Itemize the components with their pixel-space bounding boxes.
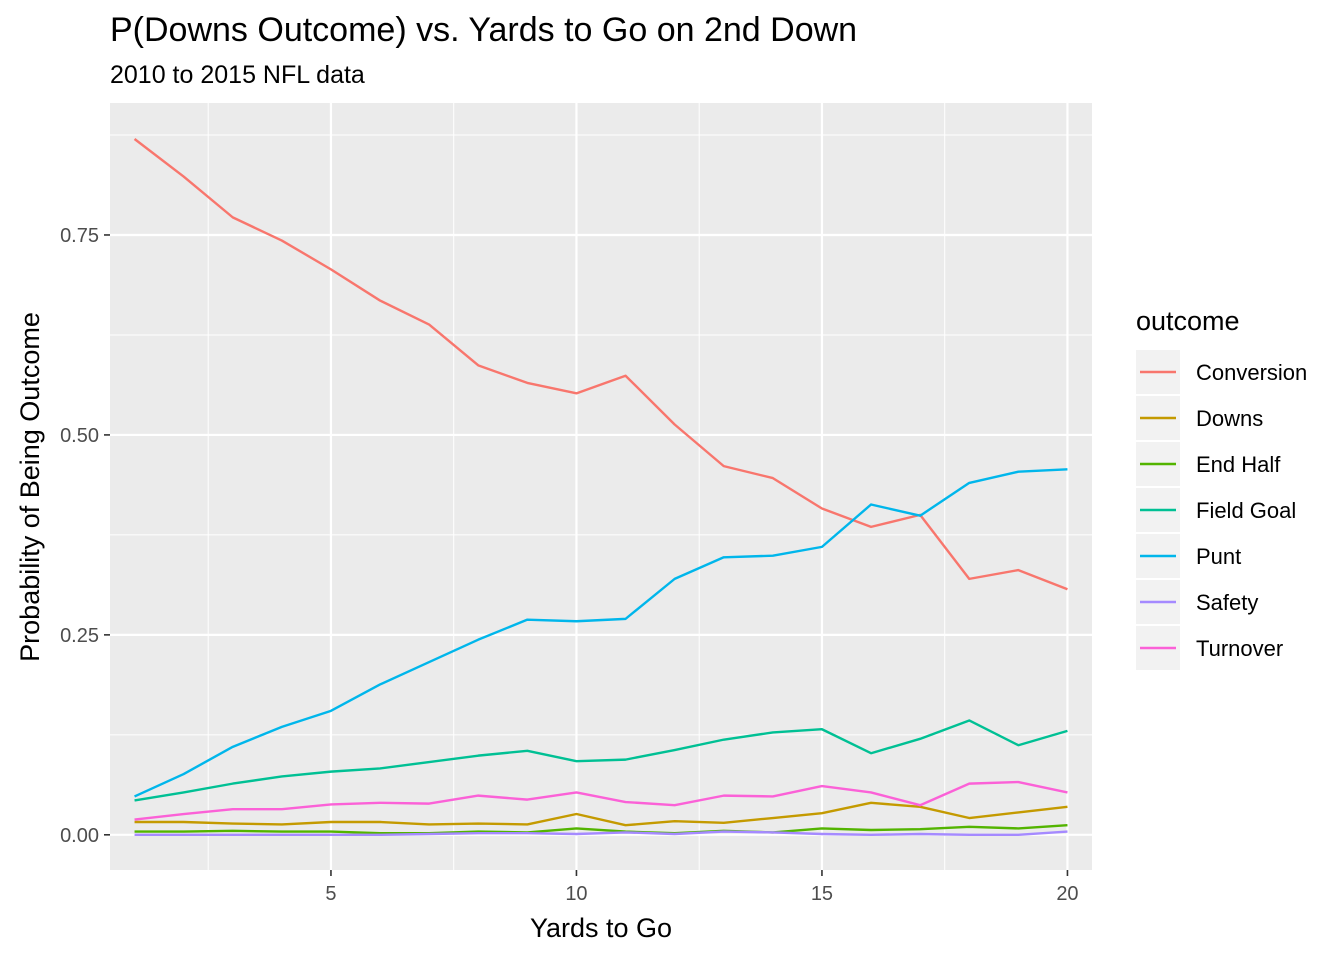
grid-minor xyxy=(110,103,1092,870)
x-axis-title: Yards to Go xyxy=(530,913,672,943)
chart-title: P(Downs Outcome) vs. Yards to Go on 2nd … xyxy=(110,11,857,49)
legend-label-safety: Safety xyxy=(1196,590,1258,615)
y-axis: 0.00 0.25 0.50 0.75 xyxy=(60,225,110,847)
legend-label-downs: Downs xyxy=(1196,406,1263,431)
plot-panel xyxy=(110,103,1092,870)
y-tick-label: 0.75 xyxy=(60,225,99,247)
x-tick-label: 10 xyxy=(565,883,587,905)
series-line-punt xyxy=(134,468,1068,798)
legend-label-end-half: End Half xyxy=(1196,452,1281,477)
series-line-downs xyxy=(134,801,1068,827)
x-tick-label: 15 xyxy=(811,883,833,905)
series-line-field-goal xyxy=(134,719,1068,802)
y-tick-label: 0.25 xyxy=(60,625,99,647)
series-line-conversion xyxy=(133,138,1068,591)
x-tick-label: 20 xyxy=(1056,883,1078,905)
series-line-turnover xyxy=(134,780,1068,821)
series-line-end-half xyxy=(134,824,1068,835)
grid-major xyxy=(110,103,1092,870)
legend-label-turnover: Turnover xyxy=(1196,636,1283,661)
legend-title: outcome xyxy=(1136,306,1240,336)
series-lines xyxy=(133,138,1068,837)
y-axis-title: Probability of Being Outcome xyxy=(15,312,45,662)
legend-label-punt: Punt xyxy=(1196,544,1241,569)
chart-subtitle: 2010 to 2015 NFL data xyxy=(110,61,365,89)
series-line-safety xyxy=(134,830,1068,837)
y-tick-label: 0.50 xyxy=(60,425,99,447)
legend: outcome Conversion Downs End Half Field Goa… xyxy=(1136,306,1307,670)
x-tick-label: 5 xyxy=(325,883,336,905)
legend-label-conversion: Conversion xyxy=(1196,360,1307,385)
x-axis: 5 10 15 20 xyxy=(325,870,1079,905)
y-tick-label: 0.00 xyxy=(60,825,99,847)
legend-label-field-goal: Field Goal xyxy=(1196,498,1296,523)
